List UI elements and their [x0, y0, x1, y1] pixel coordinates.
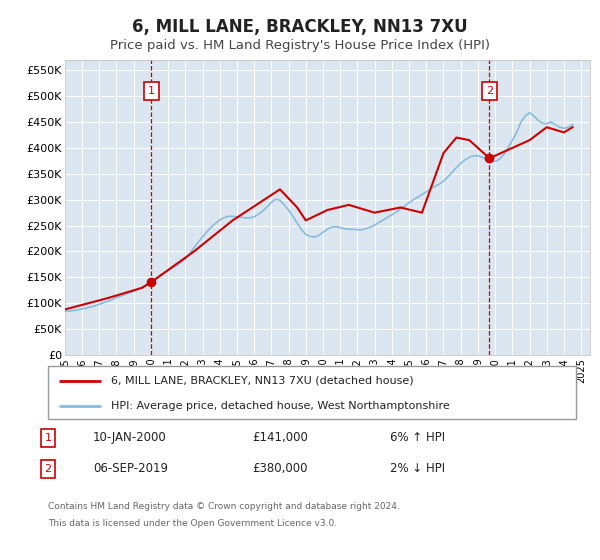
Text: 10-JAN-2000: 10-JAN-2000	[93, 431, 167, 445]
Text: £141,000: £141,000	[252, 431, 308, 445]
Text: This data is licensed under the Open Government Licence v3.0.: This data is licensed under the Open Gov…	[48, 519, 337, 528]
Text: HPI: Average price, detached house, West Northamptonshire: HPI: Average price, detached house, West…	[112, 400, 450, 410]
Text: 1: 1	[44, 433, 52, 443]
Text: 2: 2	[44, 464, 52, 474]
FancyBboxPatch shape	[48, 366, 576, 419]
Text: Contains HM Land Registry data © Crown copyright and database right 2024.: Contains HM Land Registry data © Crown c…	[48, 502, 400, 511]
Text: Price paid vs. HM Land Registry's House Price Index (HPI): Price paid vs. HM Land Registry's House …	[110, 39, 490, 53]
Text: 6, MILL LANE, BRACKLEY, NN13 7XU (detached house): 6, MILL LANE, BRACKLEY, NN13 7XU (detach…	[112, 376, 414, 386]
Text: 1: 1	[148, 86, 155, 96]
Text: 6, MILL LANE, BRACKLEY, NN13 7XU: 6, MILL LANE, BRACKLEY, NN13 7XU	[132, 18, 468, 36]
Text: 06-SEP-2019: 06-SEP-2019	[93, 462, 168, 475]
Text: 6% ↑ HPI: 6% ↑ HPI	[390, 431, 445, 445]
Text: 2% ↓ HPI: 2% ↓ HPI	[390, 462, 445, 475]
Text: 2: 2	[486, 86, 493, 96]
Text: £380,000: £380,000	[252, 462, 308, 475]
